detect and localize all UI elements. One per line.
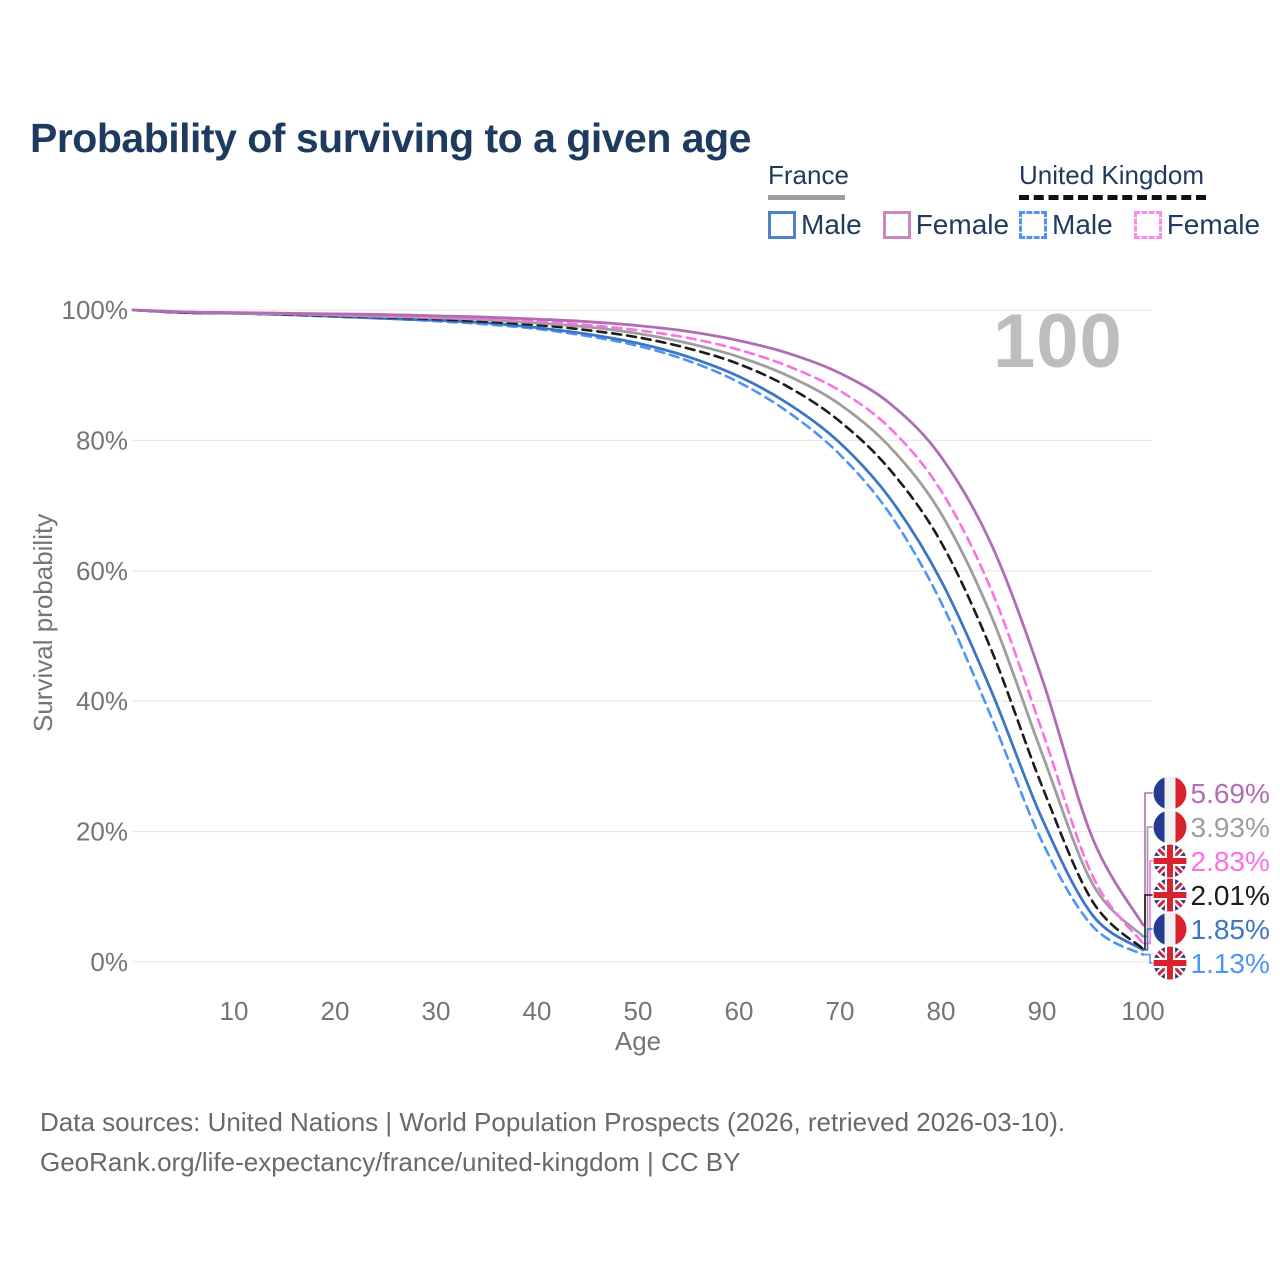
x-tick-label: 90	[1028, 996, 1057, 1026]
y-tick-label: 80%	[76, 425, 128, 455]
end-label-connector-uk-male	[1143, 953, 1153, 964]
end-label-uk-total: 2.01%	[1191, 880, 1270, 911]
series-line-france-female[interactable]	[131, 308, 1145, 927]
footer: Data sources: United Nations | World Pop…	[40, 1102, 1065, 1182]
y-tick-label: 0%	[90, 947, 128, 977]
uk-female-swatch-icon	[1133, 211, 1162, 239]
y-tick-label: 100%	[62, 295, 129, 325]
uk-flag-icon	[1153, 878, 1187, 912]
x-tick-label: 30	[422, 996, 451, 1026]
end-label-connector-france-male	[1143, 928, 1153, 951]
end-label-france-female: 5.69%	[1191, 778, 1270, 809]
uk-line-style-swatch	[1019, 195, 1206, 200]
end-label-uk-male: 1.13%	[1191, 948, 1270, 979]
series-line-france-total[interactable]	[131, 308, 1145, 938]
france-flag-icon	[1153, 810, 1187, 844]
x-tick-label: 60	[725, 996, 754, 1026]
x-axis-title: Age	[614, 1026, 662, 1056]
legend-label-france-male: Male	[801, 209, 862, 240]
legend-item-uk-female[interactable]: Female	[1133, 209, 1261, 241]
legend-item-france-female[interactable]: Female	[882, 209, 1010, 241]
y-tick-label: 20%	[76, 817, 128, 847]
x-tick-label: 10	[220, 996, 249, 1026]
legend-item-uk-male[interactable]: Male	[1019, 209, 1113, 241]
series-line-uk-total[interactable]	[131, 308, 1145, 951]
france-flag-icon	[1153, 776, 1187, 810]
legend-label-uk-female: Female	[1166, 209, 1261, 240]
legend-group-uk: United Kingdom Male Female	[1019, 160, 1260, 241]
legend-group-france: France Male Female	[768, 160, 1009, 241]
series-line-uk-male[interactable]	[131, 308, 1145, 956]
end-label-france-total: 3.93%	[1191, 812, 1270, 843]
end-label-uk-female: 2.83%	[1191, 846, 1270, 877]
survival-chart-canvas: 100% 80% 60% 40% 20% 0% 10 20 30 40 50 60 70 80 90 100 5…	[62, 295, 1270, 1026]
legend-uk-label[interactable]: United Kingdom	[1019, 160, 1204, 190]
y-tick-label: 40%	[76, 686, 128, 716]
legend-label-france-female: Female	[915, 209, 1010, 240]
x-tick-label: 100	[1121, 996, 1164, 1026]
x-tick-label: 20	[321, 996, 350, 1026]
x-tick-label: 40	[523, 996, 552, 1026]
series-line-france-male[interactable]	[131, 308, 1145, 952]
france-flag-icon	[1153, 912, 1187, 946]
series-line-uk-female[interactable]	[131, 308, 1145, 945]
end-label-connector-uk-total	[1143, 894, 1153, 950]
legend-label-uk-male: Male	[1052, 209, 1113, 240]
x-tick-label: 50	[624, 996, 653, 1026]
x-tick-label: 70	[826, 996, 855, 1026]
uk-flag-icon	[1153, 946, 1187, 980]
france-line-style-swatch	[768, 195, 845, 200]
age-watermark: 100	[993, 299, 1123, 384]
legend-france-label[interactable]: France	[768, 160, 849, 190]
end-label-france-male: 1.85%	[1191, 914, 1270, 945]
france-female-swatch-icon	[882, 211, 911, 239]
page-title: Probability of surviving to a given age	[30, 115, 751, 162]
x-tick-label: 80	[927, 996, 956, 1026]
footer-url: GeoRank.org/life-expectancy/france/unite…	[40, 1147, 741, 1177]
y-tick-label: 60%	[76, 556, 128, 586]
footer-data-sources: Data sources: United Nations | World Pop…	[40, 1107, 1066, 1137]
france-male-swatch-icon	[768, 211, 796, 239]
uk-male-swatch-icon	[1019, 211, 1047, 239]
uk-flag-icon	[1153, 844, 1187, 878]
end-label-connector-uk-female	[1143, 860, 1153, 945]
legend-item-france-male[interactable]: Male	[768, 209, 862, 241]
end-label-connector-france-female	[1143, 792, 1153, 926]
